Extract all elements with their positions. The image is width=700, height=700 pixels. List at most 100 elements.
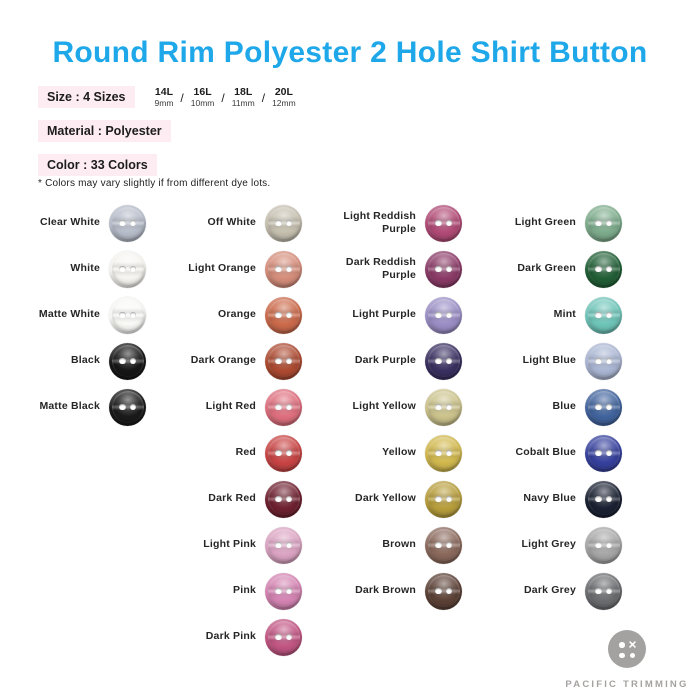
swatch-label: Dark Yellow bbox=[355, 492, 416, 505]
size-separator: / bbox=[261, 91, 266, 106]
button-swatch bbox=[585, 526, 622, 564]
swatch-label: Light Blue bbox=[522, 354, 576, 367]
swatch-label: Red bbox=[235, 446, 256, 459]
swatch-row: Brown bbox=[302, 522, 462, 568]
button-hole bbox=[595, 541, 602, 549]
button-hole bbox=[119, 311, 126, 319]
size-ligne: 18L bbox=[234, 86, 253, 98]
swatch-label: Brown bbox=[382, 538, 416, 551]
button-face bbox=[267, 437, 300, 469]
material-chip: Material : Polyester bbox=[38, 120, 171, 142]
button-hole bbox=[275, 357, 282, 365]
button-hole bbox=[129, 403, 136, 411]
button-swatch bbox=[585, 480, 622, 518]
button-hole bbox=[275, 633, 282, 641]
swatch-label: Clear White bbox=[40, 216, 100, 229]
swatch-row: Yellow bbox=[302, 430, 462, 476]
button-hole bbox=[275, 311, 282, 319]
button-face bbox=[587, 345, 620, 377]
button-face bbox=[427, 483, 460, 515]
dye-lot-note: * Colors may vary slightly if from diffe… bbox=[38, 178, 271, 189]
swatch-row: Navy Blue bbox=[462, 476, 622, 522]
button-hole bbox=[285, 357, 292, 365]
swatch-row: Light Yellow bbox=[302, 384, 462, 430]
button-swatch bbox=[585, 296, 622, 334]
button-hole bbox=[435, 403, 442, 411]
button-hole bbox=[605, 311, 612, 319]
button-hole bbox=[595, 357, 602, 365]
button-hole bbox=[275, 219, 282, 227]
button-hole bbox=[435, 541, 442, 549]
swatch-row: Clear White bbox=[0, 200, 146, 246]
button-face bbox=[427, 437, 460, 469]
button-hole bbox=[275, 265, 282, 273]
button-face bbox=[587, 207, 620, 239]
button-hole bbox=[435, 449, 442, 457]
color-chip: Color : 33 Colors bbox=[38, 154, 157, 176]
size-ligne: 14L bbox=[154, 86, 173, 98]
swatch-label: Yellow bbox=[382, 446, 416, 459]
button-face bbox=[111, 391, 144, 423]
size-ligne: 20L bbox=[274, 86, 293, 98]
swatch-row: Mint bbox=[462, 292, 622, 338]
button-swatch bbox=[265, 250, 302, 288]
logo-x-icon bbox=[629, 641, 636, 648]
button-swatch bbox=[585, 388, 622, 426]
swatch-row: Dark Green bbox=[462, 246, 622, 292]
button-face bbox=[427, 575, 460, 607]
swatch-label: Light Pink bbox=[203, 538, 256, 551]
button-hole bbox=[445, 541, 452, 549]
swatch-row: Light Pink bbox=[146, 522, 302, 568]
button-hole bbox=[605, 403, 612, 411]
size-row: Size : 4 Sizes 14L 9mm/16L 10mm/18L 11mm/20… bbox=[38, 86, 300, 108]
button-hole bbox=[595, 219, 602, 227]
button-hole bbox=[285, 265, 292, 273]
swatch-row: Dark Purple bbox=[302, 338, 462, 384]
swatch-row: Blue bbox=[462, 384, 622, 430]
button-face bbox=[427, 391, 460, 423]
swatch-row: White bbox=[0, 246, 146, 292]
button-hole bbox=[445, 403, 452, 411]
button-face bbox=[427, 207, 460, 239]
page-title: Round Rim Polyester 2 Hole Shirt Button bbox=[52, 36, 648, 69]
size-chip: Size : 4 Sizes bbox=[38, 86, 135, 108]
button-swatch bbox=[425, 296, 462, 334]
logo-hole-icon bbox=[619, 642, 625, 648]
button-hole bbox=[605, 357, 612, 365]
button-hole bbox=[595, 587, 602, 595]
button-hole bbox=[605, 219, 612, 227]
button-hole bbox=[595, 495, 602, 503]
button-hole bbox=[445, 449, 452, 457]
swatch-label: Pink bbox=[233, 584, 256, 597]
button-swatch bbox=[265, 618, 302, 656]
button-face bbox=[111, 299, 144, 331]
button-face bbox=[587, 575, 620, 607]
swatch-column: Off White Light Orange Orange Dark Orange Li… bbox=[146, 200, 302, 660]
swatch-row: Orange bbox=[146, 292, 302, 338]
button-hole bbox=[435, 265, 442, 273]
button-hole bbox=[595, 403, 602, 411]
swatch-label: Cobalt Blue bbox=[515, 446, 576, 459]
material-row: Material : Polyester bbox=[38, 120, 300, 142]
swatch-label: Dark Orange bbox=[190, 354, 256, 367]
button-hole bbox=[595, 265, 602, 273]
button-face bbox=[111, 253, 144, 285]
swatch-label: Navy Blue bbox=[523, 492, 576, 505]
button-face bbox=[427, 345, 460, 377]
swatch-label: Dark Red bbox=[208, 492, 256, 505]
button-face bbox=[111, 207, 144, 239]
swatch-label: Light Yellow bbox=[352, 400, 416, 413]
swatch-column: Clear White White Matte White Black Matte Bl… bbox=[0, 200, 146, 430]
swatch-label: Blue bbox=[552, 400, 576, 413]
swatch-row: Light Blue bbox=[462, 338, 622, 384]
swatch-row: Dark Brown bbox=[302, 568, 462, 614]
button-face bbox=[427, 529, 460, 561]
button-hole bbox=[275, 587, 282, 595]
button-hole bbox=[435, 357, 442, 365]
button-face bbox=[427, 299, 460, 331]
size-separator: / bbox=[180, 91, 184, 106]
button-swatch bbox=[265, 296, 302, 334]
button-face bbox=[267, 621, 300, 653]
button-face bbox=[587, 253, 620, 285]
